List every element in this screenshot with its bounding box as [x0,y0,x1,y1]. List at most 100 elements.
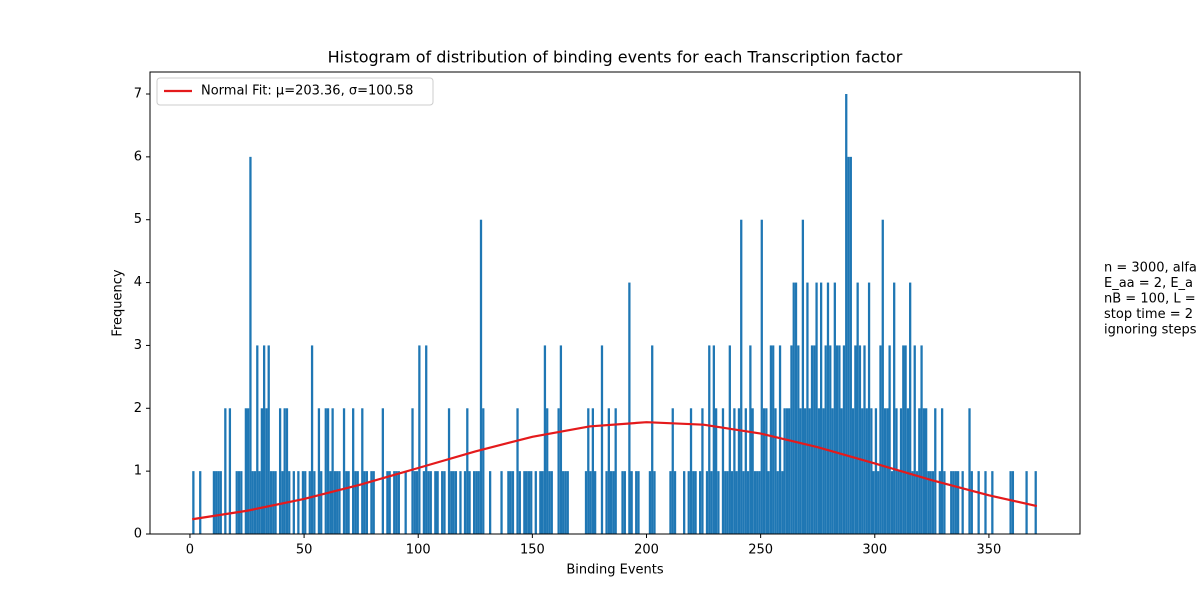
bar [347,471,350,534]
bar [272,471,275,534]
bar [518,471,521,534]
bar [902,345,905,534]
bar [418,345,421,534]
bar [550,471,553,534]
bar [717,471,720,534]
bar [274,471,277,534]
bar [977,471,980,534]
bar [479,219,483,534]
bar [956,471,960,534]
bar [897,471,900,534]
bar [883,408,887,534]
bar [436,471,439,534]
annotation: nB = 100, L = [1104,292,1196,307]
bar [819,282,823,534]
bar [742,471,745,534]
bar [815,282,818,534]
bar [886,408,889,534]
bar [861,408,864,534]
bar [267,345,270,534]
bar [591,408,594,534]
bar [614,408,617,534]
bar [559,345,563,534]
bar [840,408,843,534]
bar [721,408,725,534]
bar [648,471,652,534]
bar [991,471,994,534]
bar [336,471,339,534]
bar [870,408,873,534]
bar [228,408,232,534]
bar [331,408,334,534]
bar [687,471,690,534]
annotation: stop time = 2 [1104,307,1193,322]
bar [769,345,773,534]
bar [906,408,910,534]
y-tick-label: 6 [134,149,142,164]
bar [607,408,610,534]
bar [705,471,709,534]
bar [785,408,789,534]
bar [756,471,759,534]
bar [525,471,528,534]
bar [922,408,925,534]
bar [835,345,839,534]
bar [363,471,366,534]
bar [511,471,515,534]
bar [320,471,323,534]
bar [235,471,238,534]
bar [683,471,686,534]
bar [260,408,263,534]
bar [740,219,743,534]
bar [925,408,928,534]
bar [794,282,798,534]
x-axis-label: Binding Events [566,563,663,578]
bar [829,345,832,534]
bar [621,471,624,534]
bar [984,471,987,534]
bar [278,408,282,534]
bar [329,471,332,534]
bar [692,471,695,534]
bar [589,471,592,534]
bar [737,408,741,534]
bar [842,345,846,534]
bar [865,408,868,534]
bar [317,408,321,534]
bar [564,471,567,534]
bar [799,408,802,534]
bar [454,471,458,534]
bar [893,282,896,534]
bar [262,345,266,534]
x-tick-label: 50 [296,543,313,558]
bar [699,471,702,534]
bar [726,471,729,534]
bar [808,408,811,534]
x-tick-label: 350 [977,543,1002,558]
bar [804,408,807,534]
bar [372,471,375,534]
bar [413,471,416,534]
bar [746,471,750,534]
bar [488,471,492,534]
bar [758,471,761,534]
bar [772,345,775,534]
bar [1009,471,1012,534]
bar [468,471,471,534]
bar [342,408,346,534]
x-tick-label: 300 [862,543,887,558]
bar [630,471,633,534]
bar [541,471,544,534]
bar [774,408,777,534]
bar [968,408,971,534]
bar [856,282,859,534]
bar [888,345,891,534]
bar [765,408,768,534]
bar [817,408,820,534]
bar [475,471,478,534]
bar [783,408,786,534]
bar [1011,471,1015,534]
bar [612,471,615,534]
